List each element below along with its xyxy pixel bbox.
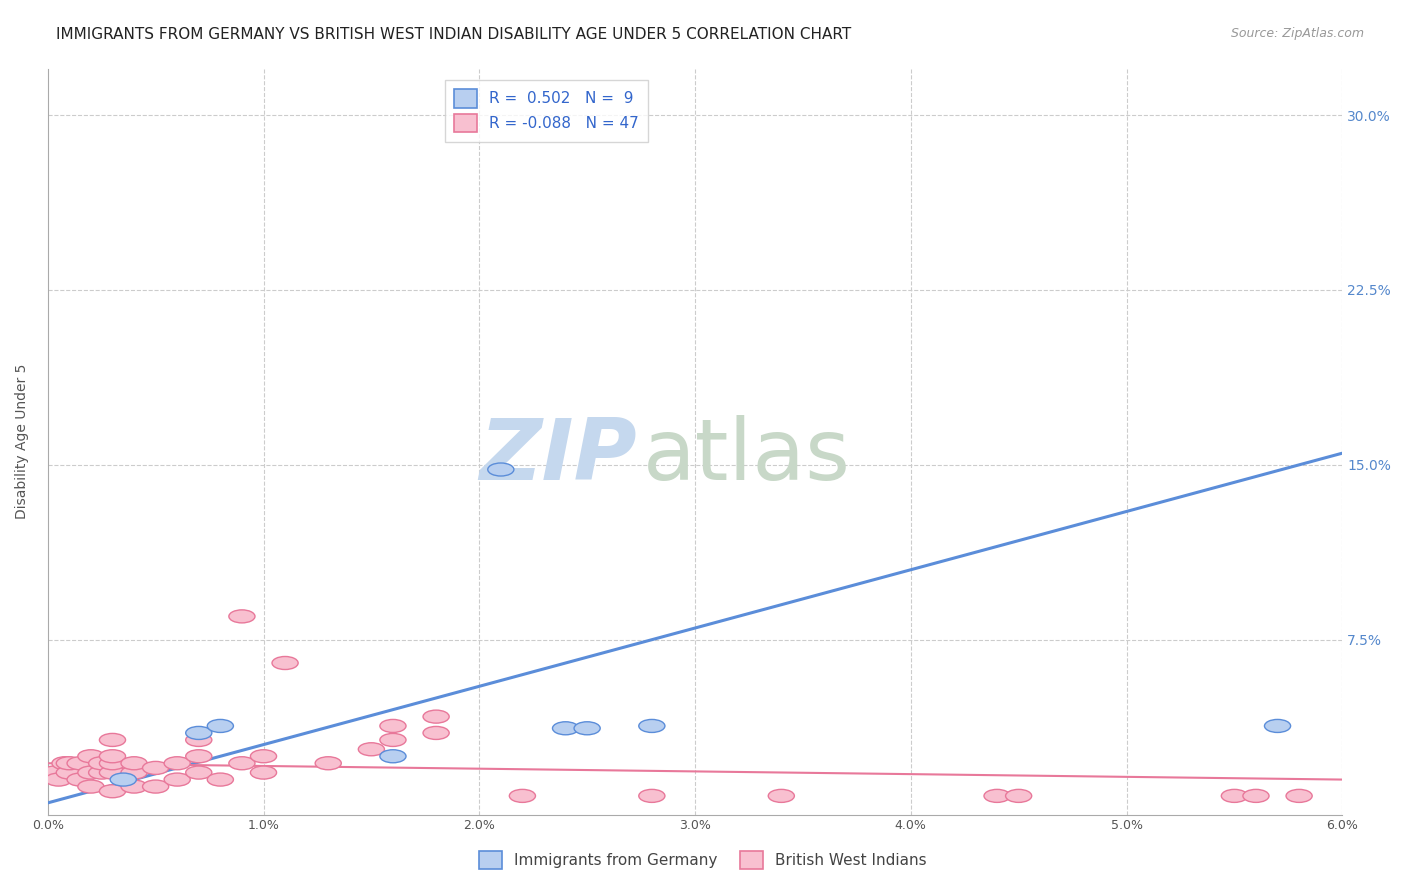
- Ellipse shape: [638, 720, 665, 732]
- Ellipse shape: [380, 720, 406, 732]
- Ellipse shape: [1243, 789, 1270, 803]
- Text: IMMIGRANTS FROM GERMANY VS BRITISH WEST INDIAN DISABILITY AGE UNDER 5 CORRELATIO: IMMIGRANTS FROM GERMANY VS BRITISH WEST …: [56, 27, 852, 42]
- Ellipse shape: [186, 766, 212, 779]
- Ellipse shape: [423, 710, 449, 723]
- Ellipse shape: [207, 773, 233, 786]
- Legend: R =  0.502   N =  9, R = -0.088   N = 47: R = 0.502 N = 9, R = -0.088 N = 47: [444, 80, 648, 142]
- Ellipse shape: [186, 750, 212, 763]
- Ellipse shape: [45, 773, 72, 786]
- Ellipse shape: [100, 750, 125, 763]
- Text: ZIP: ZIP: [479, 415, 637, 498]
- Ellipse shape: [1264, 720, 1291, 732]
- Ellipse shape: [186, 726, 212, 739]
- Ellipse shape: [77, 750, 104, 763]
- Ellipse shape: [509, 789, 536, 803]
- Ellipse shape: [271, 657, 298, 670]
- Ellipse shape: [100, 756, 125, 770]
- Ellipse shape: [142, 780, 169, 793]
- Y-axis label: Disability Age Under 5: Disability Age Under 5: [15, 364, 30, 519]
- Ellipse shape: [121, 756, 148, 770]
- Ellipse shape: [89, 766, 115, 779]
- Ellipse shape: [121, 780, 148, 793]
- Ellipse shape: [52, 756, 79, 770]
- Text: atlas: atlas: [643, 415, 851, 498]
- Ellipse shape: [77, 766, 104, 779]
- Ellipse shape: [186, 733, 212, 747]
- Legend: Immigrants from Germany, British West Indians: Immigrants from Germany, British West In…: [472, 845, 934, 875]
- Ellipse shape: [56, 756, 83, 770]
- Ellipse shape: [121, 766, 148, 779]
- Ellipse shape: [1222, 789, 1247, 803]
- Ellipse shape: [638, 789, 665, 803]
- Ellipse shape: [100, 766, 125, 779]
- Ellipse shape: [229, 610, 254, 623]
- Ellipse shape: [488, 463, 515, 476]
- Ellipse shape: [67, 756, 93, 770]
- Ellipse shape: [67, 773, 93, 786]
- Text: Source: ZipAtlas.com: Source: ZipAtlas.com: [1230, 27, 1364, 40]
- Ellipse shape: [984, 789, 1010, 803]
- Ellipse shape: [423, 726, 449, 739]
- Ellipse shape: [250, 766, 277, 779]
- Ellipse shape: [315, 756, 342, 770]
- Ellipse shape: [41, 766, 67, 779]
- Ellipse shape: [574, 722, 600, 735]
- Ellipse shape: [380, 750, 406, 763]
- Ellipse shape: [229, 756, 254, 770]
- Ellipse shape: [768, 789, 794, 803]
- Ellipse shape: [1286, 789, 1312, 803]
- Ellipse shape: [359, 743, 384, 756]
- Ellipse shape: [380, 733, 406, 747]
- Ellipse shape: [165, 756, 190, 770]
- Ellipse shape: [553, 722, 579, 735]
- Ellipse shape: [207, 720, 233, 732]
- Ellipse shape: [100, 733, 125, 747]
- Ellipse shape: [56, 766, 83, 779]
- Ellipse shape: [250, 750, 277, 763]
- Ellipse shape: [100, 785, 125, 797]
- Ellipse shape: [165, 773, 190, 786]
- Ellipse shape: [142, 762, 169, 774]
- Ellipse shape: [1005, 789, 1032, 803]
- Ellipse shape: [77, 780, 104, 793]
- Ellipse shape: [89, 756, 115, 770]
- Ellipse shape: [110, 773, 136, 786]
